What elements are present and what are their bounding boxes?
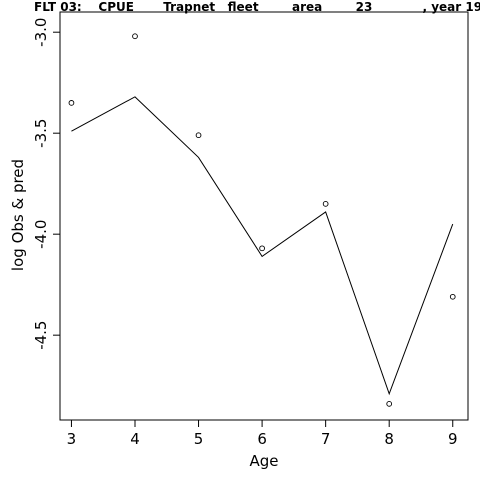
x-tick-label: 3 <box>67 430 77 448</box>
y-tick-label: -4.5 <box>32 321 50 350</box>
x-tick-label: 5 <box>194 430 204 448</box>
chart-title: FLT 03: CPUE Trapnet fleet area 23 , yea… <box>34 0 480 14</box>
plot-frame <box>59 11 469 421</box>
x-tick-label: 7 <box>321 430 331 448</box>
observed-point <box>195 132 202 139</box>
x-tick-label: 6 <box>257 430 267 448</box>
y-axis: -3.0 -3.5 -4.0 -4.5 <box>32 18 60 350</box>
observed-point <box>68 100 75 106</box>
y-tick-label: -3.0 <box>32 18 50 47</box>
observed-point <box>132 33 138 40</box>
observed-point <box>259 245 265 252</box>
y-tick-label: -4.0 <box>32 220 50 249</box>
predicted-line <box>71 96 454 396</box>
observed-point <box>322 201 329 207</box>
x-tick-label: 9 <box>448 430 458 448</box>
y-axis-label: log Obs & pred <box>9 159 27 271</box>
series-layer <box>68 33 456 407</box>
x-axis-label: Age <box>249 452 278 470</box>
x-tick-label: 4 <box>130 430 140 448</box>
observed-point <box>449 293 456 300</box>
observed-point <box>386 400 393 407</box>
y-tick-label: -3.5 <box>32 119 50 148</box>
x-tick-label: 8 <box>384 430 394 448</box>
x-axis: 3 4 5 6 7 8 9 <box>67 420 458 448</box>
